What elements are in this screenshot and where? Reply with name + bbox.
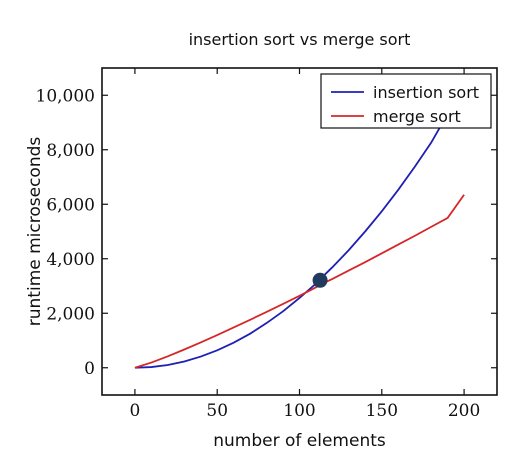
legend: insertion sort merge sort <box>320 73 492 129</box>
y-tick-label: 10,000 <box>36 86 95 106</box>
insertion-sort-line <box>134 122 444 369</box>
axis-label-group: number of elements runtime microseconds <box>25 137 386 451</box>
legend-item-merge-sort: merge sort <box>331 107 461 126</box>
y-tick-label: 4,000 <box>46 250 95 270</box>
y-tick-label: 2,000 <box>46 304 95 324</box>
x-axis-label: number of elements <box>213 431 386 451</box>
y-axis-label: runtime microseconds <box>25 137 45 327</box>
y-tick-label: 0 <box>84 359 95 379</box>
legend-label: insertion sort <box>373 83 479 102</box>
merge-sort-line <box>134 194 465 369</box>
legend-box <box>320 73 492 129</box>
chart-title-group: insertion sort vs merge sort <box>189 30 411 49</box>
y-tick-label: 6,000 <box>46 195 95 215</box>
y-tick-label: 8,000 <box>46 141 95 161</box>
x-tick-label: 0 <box>130 401 141 421</box>
x-tick-label: 50 <box>206 401 228 421</box>
x-tick-label: 200 <box>448 401 480 421</box>
x-tick-label: 150 <box>366 401 398 421</box>
x-tick-label: 100 <box>283 401 315 421</box>
legend-group: insertion sort merge sort <box>320 73 492 129</box>
legend-label: merge sort <box>373 107 461 126</box>
chart-title: insertion sort vs merge sort <box>189 30 411 49</box>
intersection-point <box>312 272 328 288</box>
series-group <box>134 122 465 369</box>
legend-item-insertion-sort: insertion sort <box>331 83 479 102</box>
